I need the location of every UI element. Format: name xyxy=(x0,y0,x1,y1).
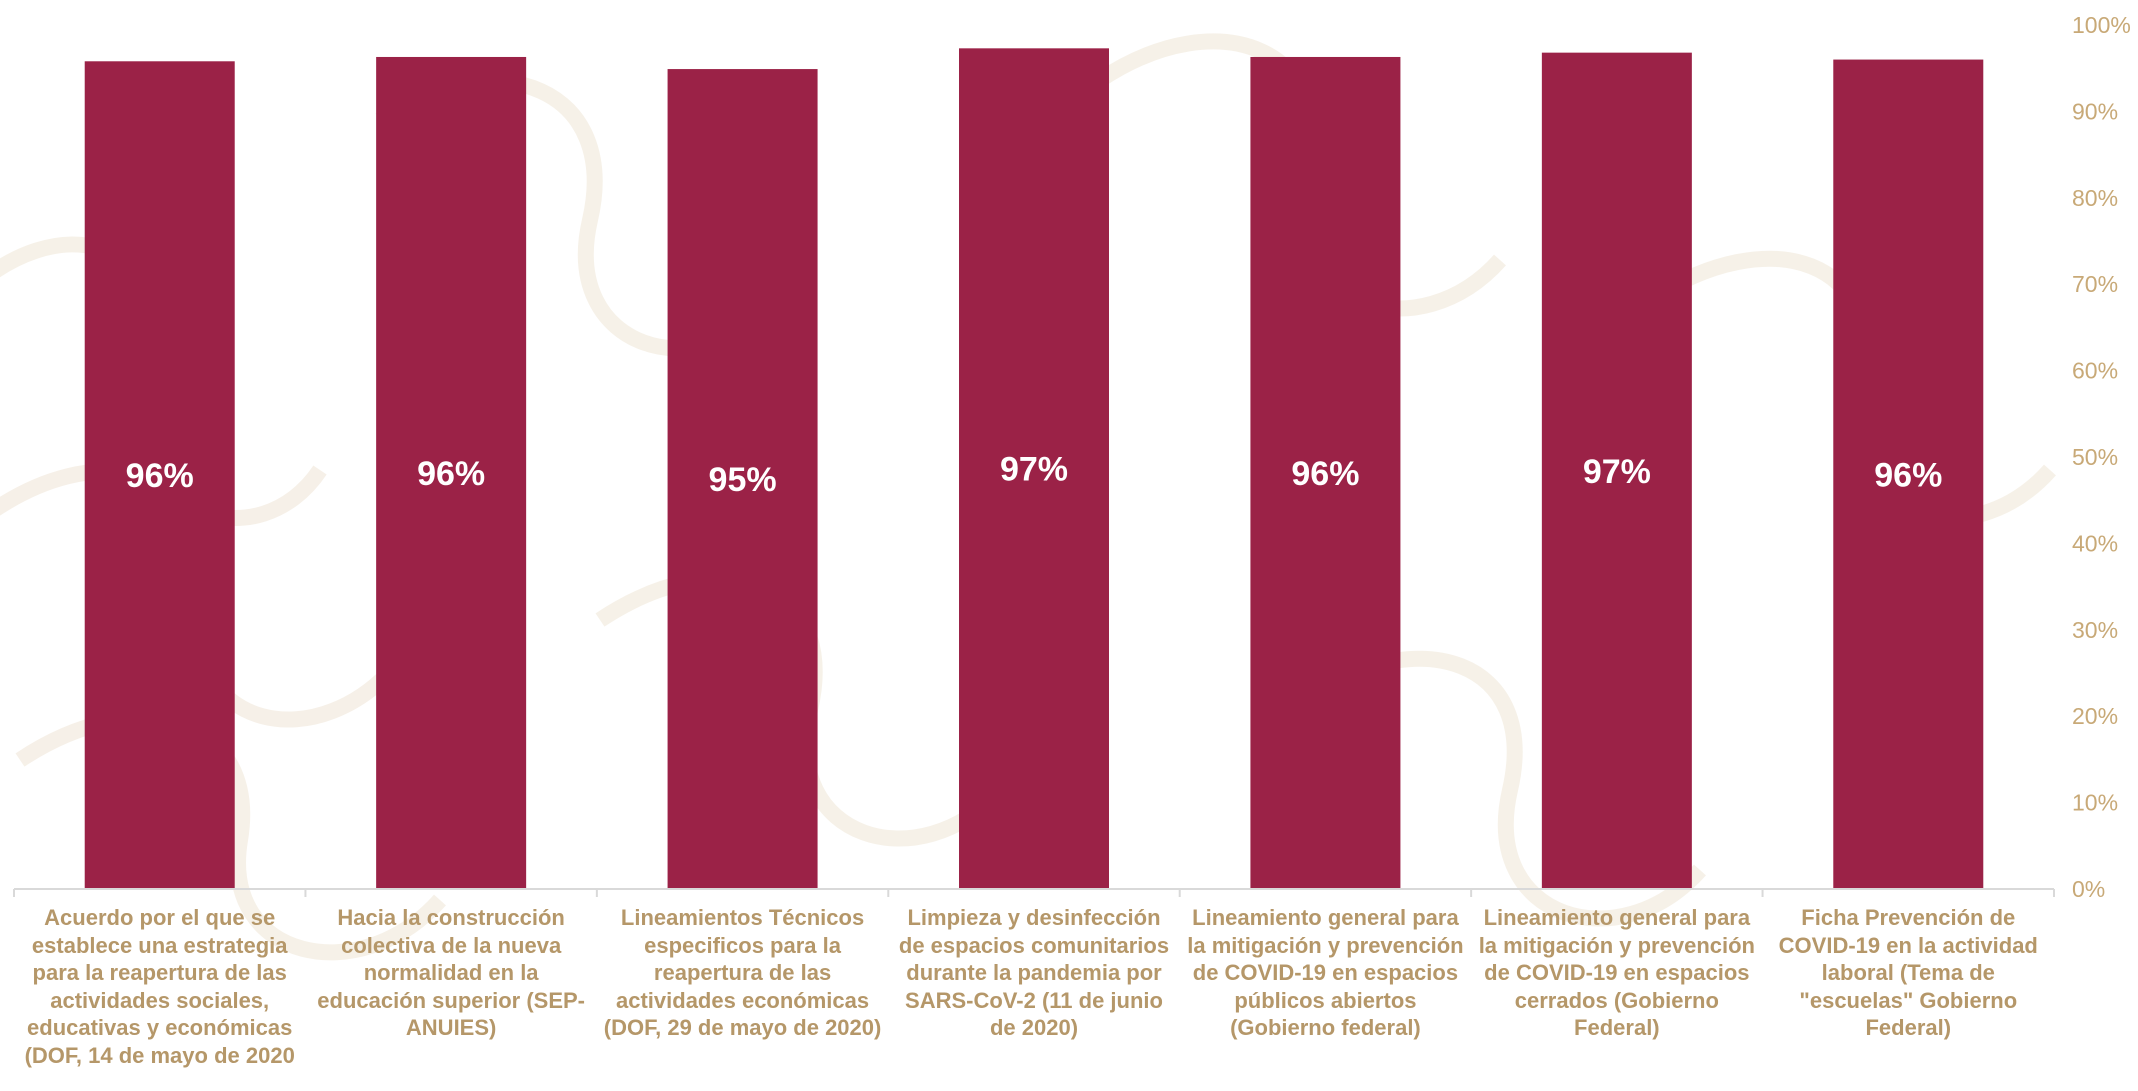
bar-data-label-7: 96% xyxy=(1874,456,1942,494)
y-tick-label: 90% xyxy=(2072,98,2118,124)
bar-data-label-6: 97% xyxy=(1583,453,1651,491)
category-label-2: Hacia la construcción colectiva de la nu… xyxy=(317,905,585,1040)
y-tick-label: 50% xyxy=(2072,444,2118,470)
y-tick-label: 0% xyxy=(2072,876,2105,902)
x-axis-ticks xyxy=(13,889,2055,897)
y-tick-label: 60% xyxy=(2072,358,2118,384)
y-tick-label: 100% xyxy=(2072,12,2131,38)
y-tick-label: 10% xyxy=(2072,790,2118,816)
bar-data-labels: 96% 96% 95% 97% 96% 97% 96% xyxy=(126,451,1943,499)
bar-3 xyxy=(667,69,818,889)
bar-data-label-1: 96% xyxy=(126,457,194,495)
bar-data-label-3: 95% xyxy=(709,461,777,499)
y-tick-label: 20% xyxy=(2072,703,2118,729)
category-label-6: Lineamiento general para la mitigación y… xyxy=(1478,905,1755,1040)
y-tick-label: 30% xyxy=(2072,617,2118,643)
bar-6 xyxy=(1541,52,1692,889)
bar-4 xyxy=(959,48,1109,889)
category-label-5: Lineamiento general para la mitigación y… xyxy=(1187,905,1464,1040)
bar-1 xyxy=(84,61,235,889)
y-tick-label: 70% xyxy=(2072,271,2118,297)
category-label-7: Ficha Prevención de COVID-19 en la activ… xyxy=(1778,905,2038,1040)
bar-2 xyxy=(376,56,527,889)
bar-7 xyxy=(1833,59,1984,890)
y-tick-label: 40% xyxy=(2072,530,2118,556)
category-label-1: Acuerdo por el que se establece una estr… xyxy=(24,905,295,1068)
bars-group xyxy=(84,48,1984,890)
bar-data-label-4: 97% xyxy=(1000,451,1068,489)
bar-data-label-5: 96% xyxy=(1291,455,1359,493)
y-tick-label: 80% xyxy=(2072,185,2118,211)
bar-data-label-2: 96% xyxy=(417,455,485,493)
y-axis-tick-labels: 0% 10% 20% 30% 40% 50% 60% 70% 80% 90% 100% xyxy=(2072,12,2131,902)
category-label-3: Lineamientos Técnicos especificos para l… xyxy=(603,905,882,1040)
category-label-4: Limpieza y desinfección de espacios comu… xyxy=(898,905,1170,1040)
bar-5 xyxy=(1250,56,1401,889)
